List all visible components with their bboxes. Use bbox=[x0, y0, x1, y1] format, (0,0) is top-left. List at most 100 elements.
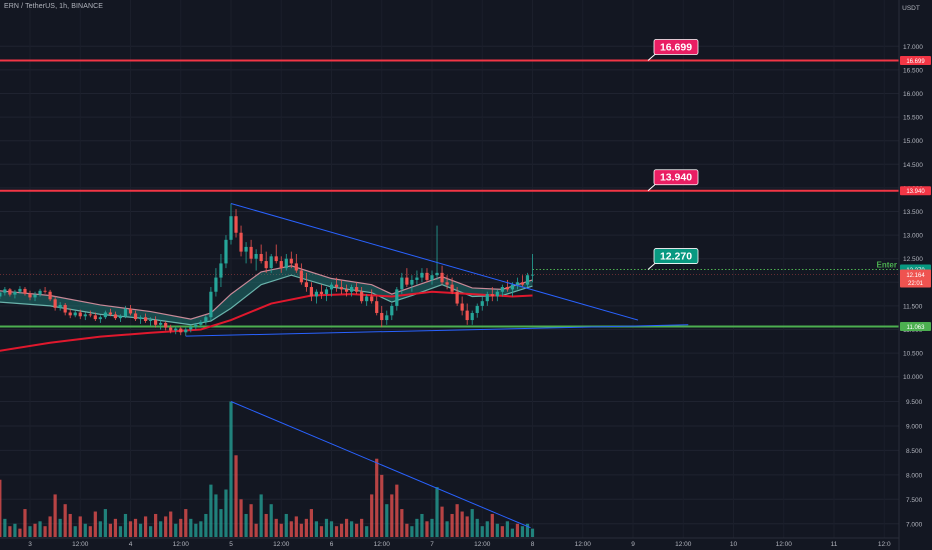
volume-bar bbox=[123, 513, 128, 537]
volume-bar bbox=[83, 523, 87, 537]
volume-bar bbox=[284, 513, 288, 537]
candle-body bbox=[224, 239, 228, 264]
level-callout-0-box[interactable] bbox=[653, 39, 699, 55]
candle-body bbox=[199, 321, 203, 325]
volume-tick-label: 9.500 bbox=[906, 399, 923, 406]
candle-body bbox=[38, 290, 42, 295]
volume-bar bbox=[425, 521, 429, 537]
price-trendline[interactable] bbox=[230, 202, 639, 321]
candle-body bbox=[18, 288, 22, 292]
candle-body bbox=[460, 303, 464, 311]
candle-body bbox=[480, 301, 484, 306]
time-tick-label: 12:00 bbox=[474, 541, 491, 548]
candle-body bbox=[189, 326, 193, 330]
candle-body bbox=[53, 299, 57, 308]
volume-bar bbox=[68, 513, 72, 537]
volume-bar bbox=[510, 528, 514, 537]
volume-trendline[interactable] bbox=[230, 401, 531, 529]
trendlines[interactable] bbox=[185, 202, 689, 529]
volume-bar bbox=[445, 521, 449, 537]
price-axis-badge-label: 13.940 bbox=[906, 189, 925, 195]
volume-bar bbox=[189, 518, 193, 537]
ema-ribbon bbox=[0, 265, 533, 325]
candle-body bbox=[355, 287, 359, 292]
volume-bar bbox=[179, 518, 183, 537]
volume-bar bbox=[410, 526, 414, 537]
volume-bar bbox=[470, 509, 474, 537]
volume-bar bbox=[13, 523, 17, 537]
price-tick-label: 10.500 bbox=[903, 351, 923, 358]
volume-bar bbox=[360, 518, 364, 537]
level-callout-0-text: 16.699 bbox=[660, 42, 692, 54]
level-callout-1-box[interactable] bbox=[653, 169, 699, 186]
entry-callout-box[interactable] bbox=[653, 248, 699, 264]
price-tick-label: 15.500 bbox=[903, 115, 923, 122]
candle-body bbox=[13, 291, 17, 295]
volume-bar bbox=[219, 509, 223, 537]
volume-bar bbox=[455, 504, 459, 537]
candle-body bbox=[3, 289, 7, 293]
volume-bar bbox=[339, 523, 344, 537]
level-callout-1-pointer bbox=[647, 183, 657, 192]
price-tick-label: 10.000 bbox=[903, 374, 923, 381]
candle-body bbox=[299, 270, 303, 283]
volume-bar bbox=[53, 494, 57, 537]
time-tick-label: 11 bbox=[831, 541, 838, 548]
volume-bar bbox=[78, 516, 82, 537]
time-tick-label: 5 bbox=[229, 541, 233, 548]
candle-body bbox=[304, 282, 308, 288]
candle-body bbox=[8, 289, 12, 295]
volume-bar bbox=[274, 518, 278, 537]
candle-body bbox=[475, 305, 479, 313]
candle-body bbox=[149, 320, 153, 322]
price-axis[interactable]: 17.00016.50016.00015.50015.00014.50014.0… bbox=[898, 0, 931, 550]
price-tick-label: 13.500 bbox=[903, 209, 923, 216]
candle-body bbox=[495, 291, 499, 297]
candle-body bbox=[365, 296, 369, 302]
volume-bar bbox=[138, 523, 143, 537]
time-tick-label: 12:00 bbox=[776, 541, 793, 548]
volume-bar bbox=[254, 523, 258, 537]
volume-bar bbox=[249, 504, 253, 537]
price-trendline[interactable] bbox=[185, 324, 689, 337]
candle-body bbox=[244, 246, 248, 252]
volume-bar bbox=[375, 458, 379, 537]
candle-body bbox=[465, 310, 469, 321]
time-axis[interactable]: 3 12:00 4 12:00 5 12:00 6 12:00 7 12:00 8 12:00 9 12:… bbox=[0, 537, 899, 548]
candle-body bbox=[294, 263, 298, 271]
volume-bar bbox=[98, 521, 102, 537]
volume-bar bbox=[520, 526, 525, 537]
volume-bar bbox=[269, 504, 273, 537]
time-tick-label: 3 bbox=[28, 541, 32, 548]
volume-bar bbox=[103, 509, 107, 537]
volume-bar bbox=[174, 523, 178, 537]
volume-bar bbox=[239, 499, 243, 537]
volume-bar bbox=[415, 518, 419, 537]
candle-body bbox=[103, 312, 107, 318]
candle-body bbox=[164, 322, 168, 328]
volume-bar bbox=[460, 511, 464, 537]
candle-body bbox=[445, 282, 449, 285]
volume-bar bbox=[108, 523, 112, 537]
volume-tick-label: 8.500 bbox=[906, 448, 923, 455]
candle-body bbox=[264, 261, 268, 269]
volume-bar bbox=[334, 526, 339, 537]
candle-body bbox=[344, 289, 349, 292]
volume-bar bbox=[385, 504, 389, 537]
time-tick-label: 12:00 bbox=[374, 541, 391, 548]
volume-bar bbox=[18, 528, 22, 537]
candle-body bbox=[214, 277, 218, 292]
candle-body bbox=[0, 292, 2, 297]
time-tick-label: 12:00 bbox=[675, 541, 692, 548]
symbol-title: ERN / TetherUS, 1h, BINANCE bbox=[4, 3, 104, 10]
price-tick-label: 15.000 bbox=[903, 138, 923, 145]
volume-bar bbox=[395, 484, 399, 537]
candle-body bbox=[259, 253, 263, 262]
volume-bar bbox=[48, 516, 52, 537]
volume-bar bbox=[184, 509, 188, 537]
candle-body bbox=[113, 314, 118, 319]
time-tick-label: 10 bbox=[730, 541, 738, 548]
candle-body bbox=[485, 294, 489, 302]
